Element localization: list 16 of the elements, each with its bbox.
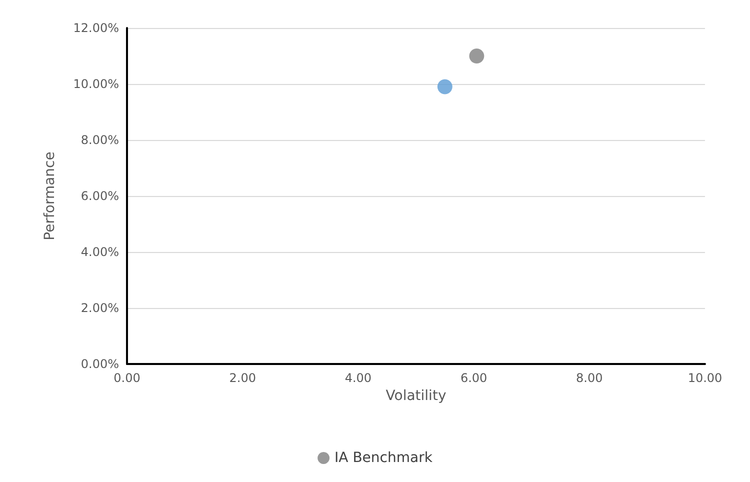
x-tick-label: 0.00 — [114, 371, 140, 385]
y-tick-label: 12.00% — [73, 21, 119, 35]
x-tick-label: 6.00 — [460, 371, 488, 385]
x-tick-label: 8.00 — [576, 371, 603, 385]
y-tick-label: 8.00% — [80, 133, 119, 147]
legend-label: IA Benchmark — [334, 450, 434, 466]
y-tick-label: 4.00% — [80, 245, 119, 259]
x-axis-title: Volatility — [386, 388, 446, 404]
x-tick-label: 4.00 — [344, 371, 372, 385]
x-tick-label: 10.00 — [688, 371, 722, 385]
x-tick-label: 2.00 — [229, 371, 256, 385]
y-tick-label: 2.00% — [80, 301, 119, 315]
y-tick-label: 10.00% — [73, 77, 119, 91]
y-axis-title: Performance — [42, 152, 58, 240]
y-tick-label: 0.00% — [80, 357, 119, 371]
y-tick-label: 6.00% — [80, 189, 119, 203]
